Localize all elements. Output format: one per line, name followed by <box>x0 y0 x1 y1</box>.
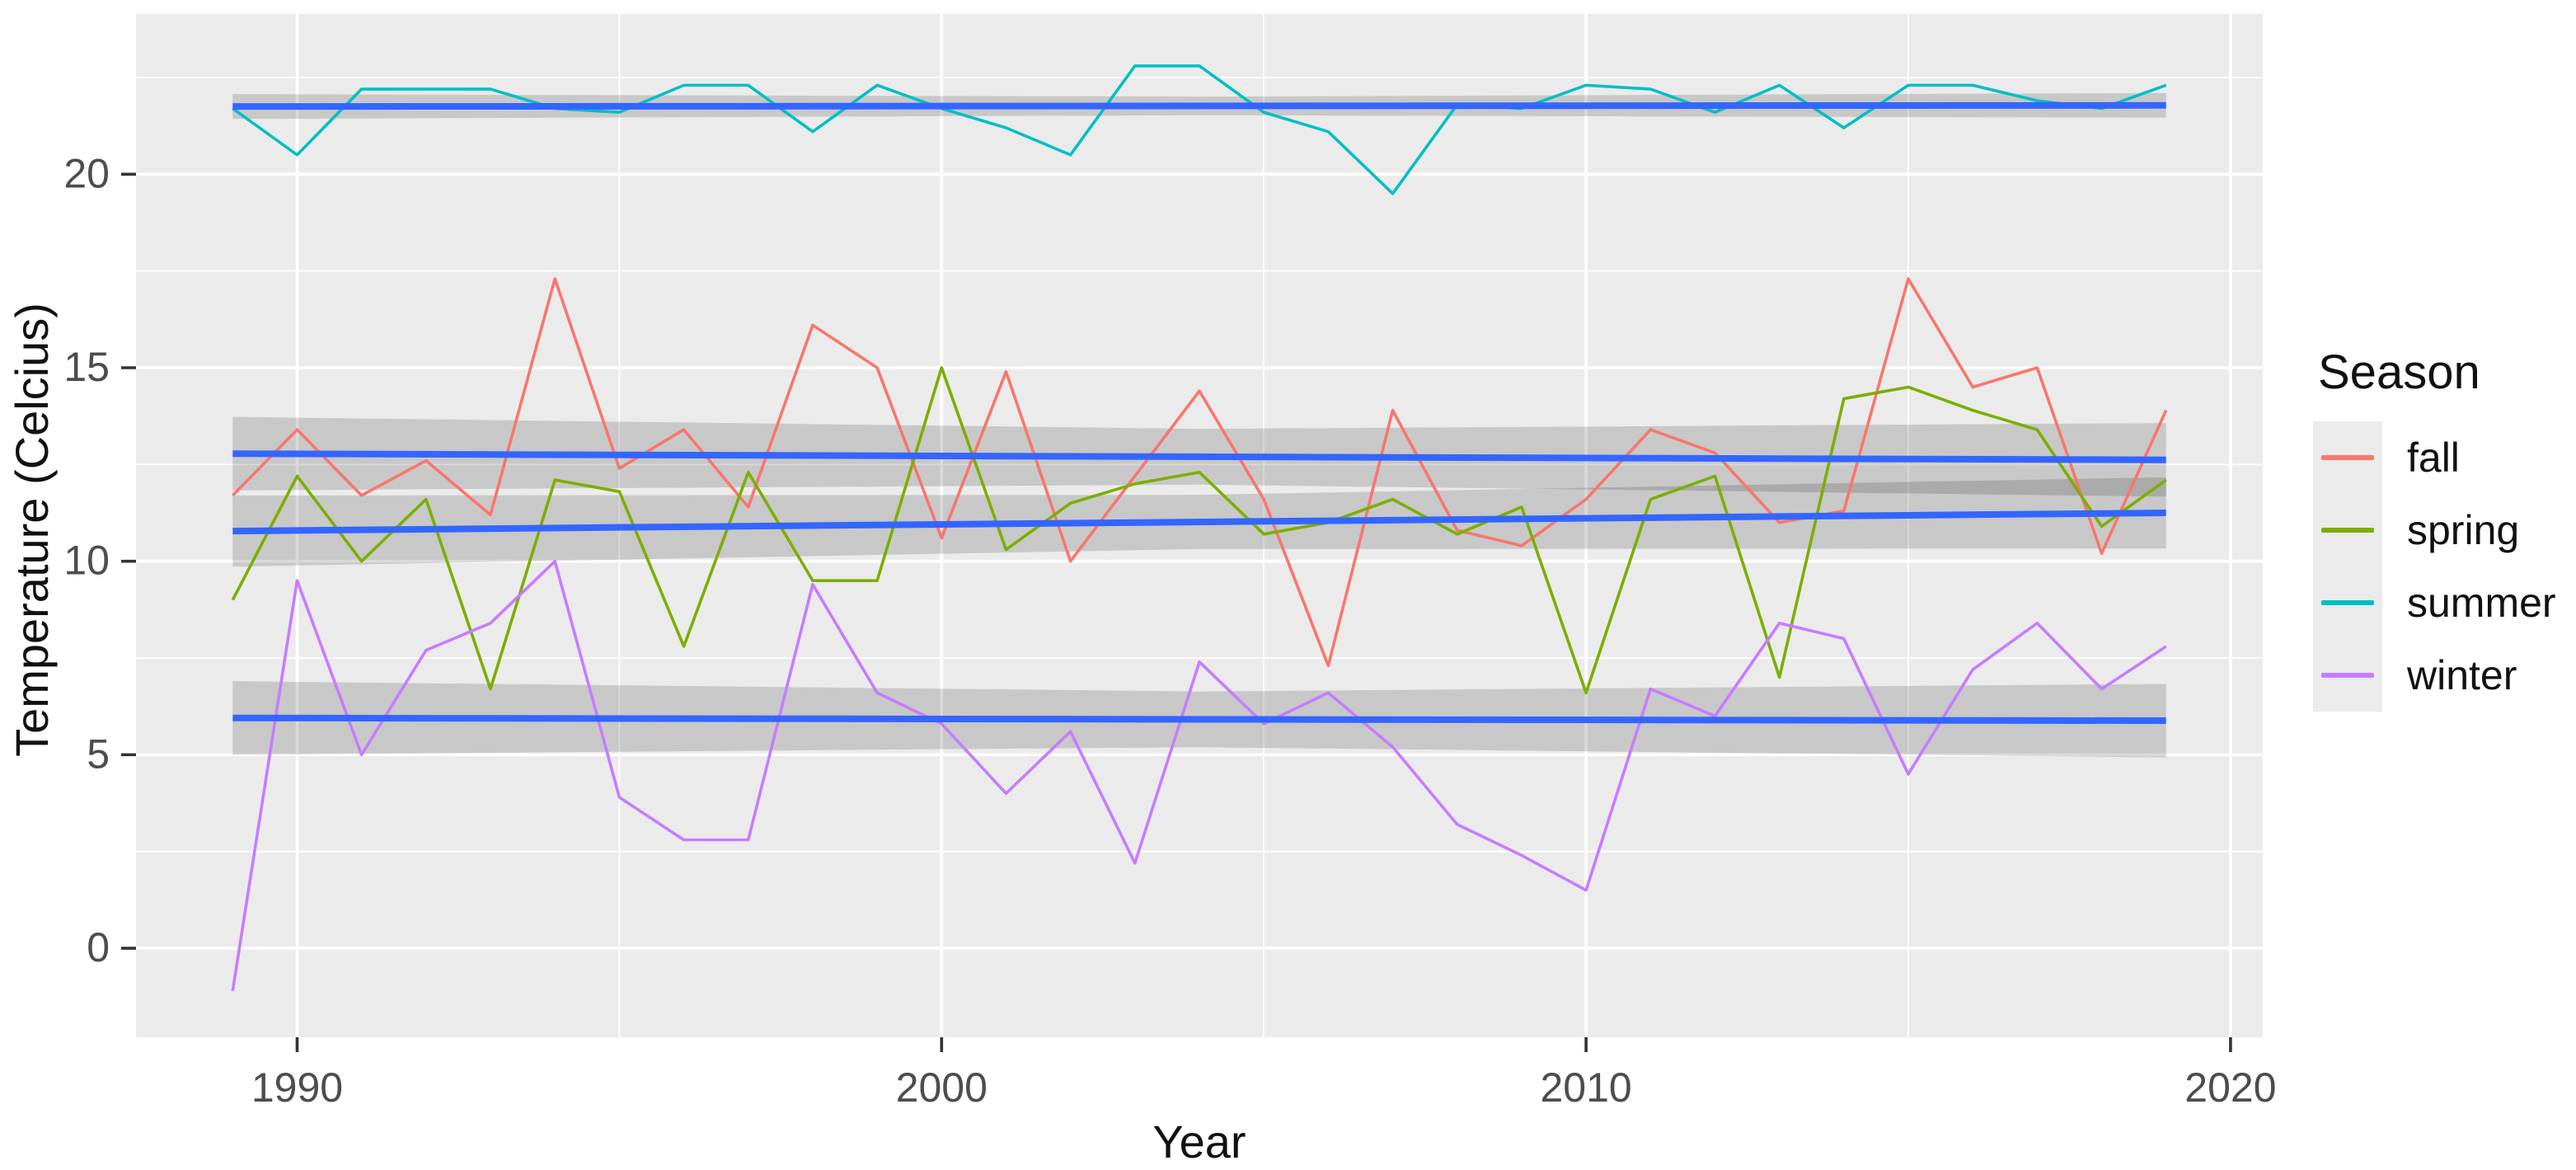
legend-item-winter: winter <box>2313 639 2556 712</box>
series-line-fall <box>231 277 2168 668</box>
legend-key-spring <box>2313 494 2382 566</box>
legend-title: Season <box>2318 345 2480 399</box>
legend-label-winter: winter <box>2407 652 2517 698</box>
y-tick-label: 20 <box>63 150 110 196</box>
y-tick-label: 0 <box>87 924 110 970</box>
series-line-spring <box>231 366 2167 695</box>
legend-key-summer <box>2313 566 2382 639</box>
trend-line-fall <box>232 450 2166 463</box>
y-tick-label: 5 <box>87 731 110 777</box>
trend-line-winter <box>232 714 2166 725</box>
legend-key-fall <box>2313 421 2382 494</box>
x-tick-label: 2020 <box>2184 1064 2276 1111</box>
y-tick-label: 15 <box>63 344 110 390</box>
legend-items: fall spring summer winter <box>2313 421 2556 712</box>
legend-swatch-spring <box>2321 528 2374 533</box>
legend-item-spring: spring <box>2313 494 2556 566</box>
series-line-winter <box>231 559 2167 991</box>
x-tick-label: 2000 <box>896 1064 988 1111</box>
x-axis-title: Year <box>1152 1116 1246 1168</box>
y-tick-label: 10 <box>63 538 110 584</box>
legend-swatch-fall <box>2321 455 2374 460</box>
legend-label-fall: fall <box>2407 435 2460 481</box>
legend-label-summer: summer <box>2407 580 2556 626</box>
y-axis-title: Temperature (Celcius) <box>6 303 58 757</box>
legend-item-fall: fall <box>2313 421 2556 494</box>
x-tick-label: 2010 <box>1540 1064 1631 1111</box>
legend-label-spring: spring <box>2407 507 2520 553</box>
legend-swatch-summer <box>2321 600 2374 605</box>
x-tick-label: 1990 <box>251 1064 343 1111</box>
legend: Season fall spring summer winter <box>2313 345 2556 712</box>
legend-key-winter <box>2313 639 2382 712</box>
legend-item-summer: summer <box>2313 566 2556 639</box>
trend-line-spring <box>232 510 2166 535</box>
legend-swatch-winter <box>2321 673 2374 678</box>
